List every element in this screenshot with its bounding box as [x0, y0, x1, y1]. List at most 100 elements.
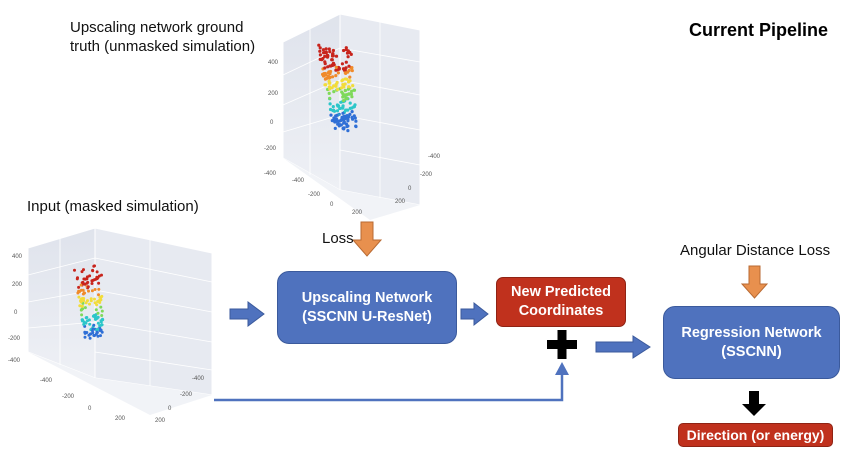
scatter-point — [93, 301, 97, 305]
scatter-point — [89, 299, 93, 303]
scatter-point — [326, 74, 331, 78]
scatter-point — [341, 111, 345, 115]
scatter-point — [332, 90, 336, 94]
scatter-point — [352, 114, 356, 118]
scatter-point — [79, 283, 83, 287]
scatter-point — [318, 53, 322, 57]
scatter-point — [343, 88, 347, 93]
axis-tick-label: 400 — [268, 60, 279, 66]
scatter-point — [331, 75, 335, 79]
axis-tick-label: -200 — [420, 172, 433, 178]
scatter-point — [347, 64, 351, 68]
scatter-point — [82, 291, 86, 295]
scatter-point — [350, 115, 354, 119]
scatter-point — [318, 49, 322, 53]
scatter-point — [86, 299, 89, 303]
scatter-point — [354, 124, 358, 128]
scatter-point — [92, 323, 96, 327]
scatter-point — [351, 84, 355, 88]
scatter-point — [88, 336, 92, 340]
scatter-point — [342, 48, 346, 53]
scatter-point — [346, 124, 350, 128]
scatter-point — [91, 268, 95, 272]
scatter-point — [96, 315, 100, 319]
axis-tick-label: 0 — [408, 186, 412, 192]
scatter-point — [328, 96, 332, 100]
scatter-point — [336, 87, 340, 91]
scatter-point — [321, 56, 325, 61]
axis-tick-label: -400 — [428, 154, 441, 160]
scatter-point — [88, 302, 91, 306]
axis-tick-label: 0 — [88, 406, 92, 412]
scatter-point — [323, 50, 327, 55]
scatter-point — [327, 70, 331, 74]
scatter-point — [335, 109, 340, 113]
scatter-point — [342, 120, 346, 124]
scatter-point — [336, 71, 340, 75]
scatter-point — [344, 97, 348, 101]
scatter-point — [79, 300, 83, 304]
scatter-point — [323, 77, 327, 81]
scatter-point — [97, 281, 101, 285]
scatter-point — [353, 103, 357, 107]
scatter-point — [87, 318, 91, 322]
scatter-point — [323, 66, 327, 70]
regression-network-box: Regression Network (SSCNN) — [663, 306, 840, 379]
scatter-point — [324, 47, 328, 51]
scatter-point — [323, 83, 327, 87]
scatter-point — [333, 126, 337, 130]
scatter-point — [94, 308, 98, 312]
scatter-point — [75, 277, 79, 281]
axis-tick-label: -400 — [8, 358, 21, 364]
direction-output-box: Direction (or energy) — [678, 423, 833, 447]
scatter-point — [80, 318, 84, 322]
scatter-point — [349, 52, 353, 57]
scatter-point — [83, 335, 87, 339]
scatter-point — [346, 55, 350, 59]
scatter-point — [332, 109, 337, 113]
scatter-point — [348, 112, 352, 116]
scatter-point — [80, 304, 84, 308]
scatter-point — [352, 88, 356, 92]
scatter-point — [88, 332, 92, 336]
upscaling-network-box: Upscaling Network (SSCNN U-ResNet) — [277, 271, 457, 344]
scatter-point — [326, 65, 330, 69]
axis-tick-label: -200 — [180, 392, 193, 398]
axis-tick-label: -200 — [264, 146, 277, 152]
arrow-upscaling-to-predicted — [460, 301, 489, 327]
scatter-point — [90, 329, 94, 333]
scatter-point — [326, 53, 330, 58]
scatter-point — [317, 43, 321, 47]
scatter-point — [334, 65, 338, 69]
scatter-point — [87, 289, 90, 293]
scatter-point — [96, 321, 100, 325]
scatter-point — [336, 104, 340, 108]
scatter-point — [341, 104, 345, 108]
scatter-point — [339, 100, 343, 104]
scatter-point — [93, 317, 97, 321]
scatter-point — [323, 54, 327, 59]
scatter-point — [330, 63, 335, 67]
scatter-point — [350, 110, 354, 114]
scatter-point — [328, 107, 333, 112]
upscaling-network-line1: Upscaling Network — [301, 289, 433, 306]
scatter-point — [328, 102, 332, 106]
scatter-point — [77, 289, 81, 293]
axis-tick-label: 0 — [168, 406, 172, 412]
scatter-point — [327, 79, 331, 83]
scatter-point — [346, 49, 350, 53]
scatter-point — [348, 106, 352, 110]
scatter-point — [91, 278, 95, 282]
scatter-point — [321, 72, 325, 76]
scatter-point — [334, 114, 338, 118]
scatter-point — [83, 306, 87, 310]
scatter-point — [96, 334, 100, 338]
scatter-point — [318, 46, 322, 50]
scatter-point — [350, 69, 354, 73]
scatter-point — [318, 57, 322, 62]
scatter-point — [343, 71, 347, 75]
scatter-point — [340, 62, 344, 66]
scatter-point — [346, 87, 350, 91]
scatter-point — [88, 322, 92, 326]
scatter-point — [82, 277, 86, 281]
